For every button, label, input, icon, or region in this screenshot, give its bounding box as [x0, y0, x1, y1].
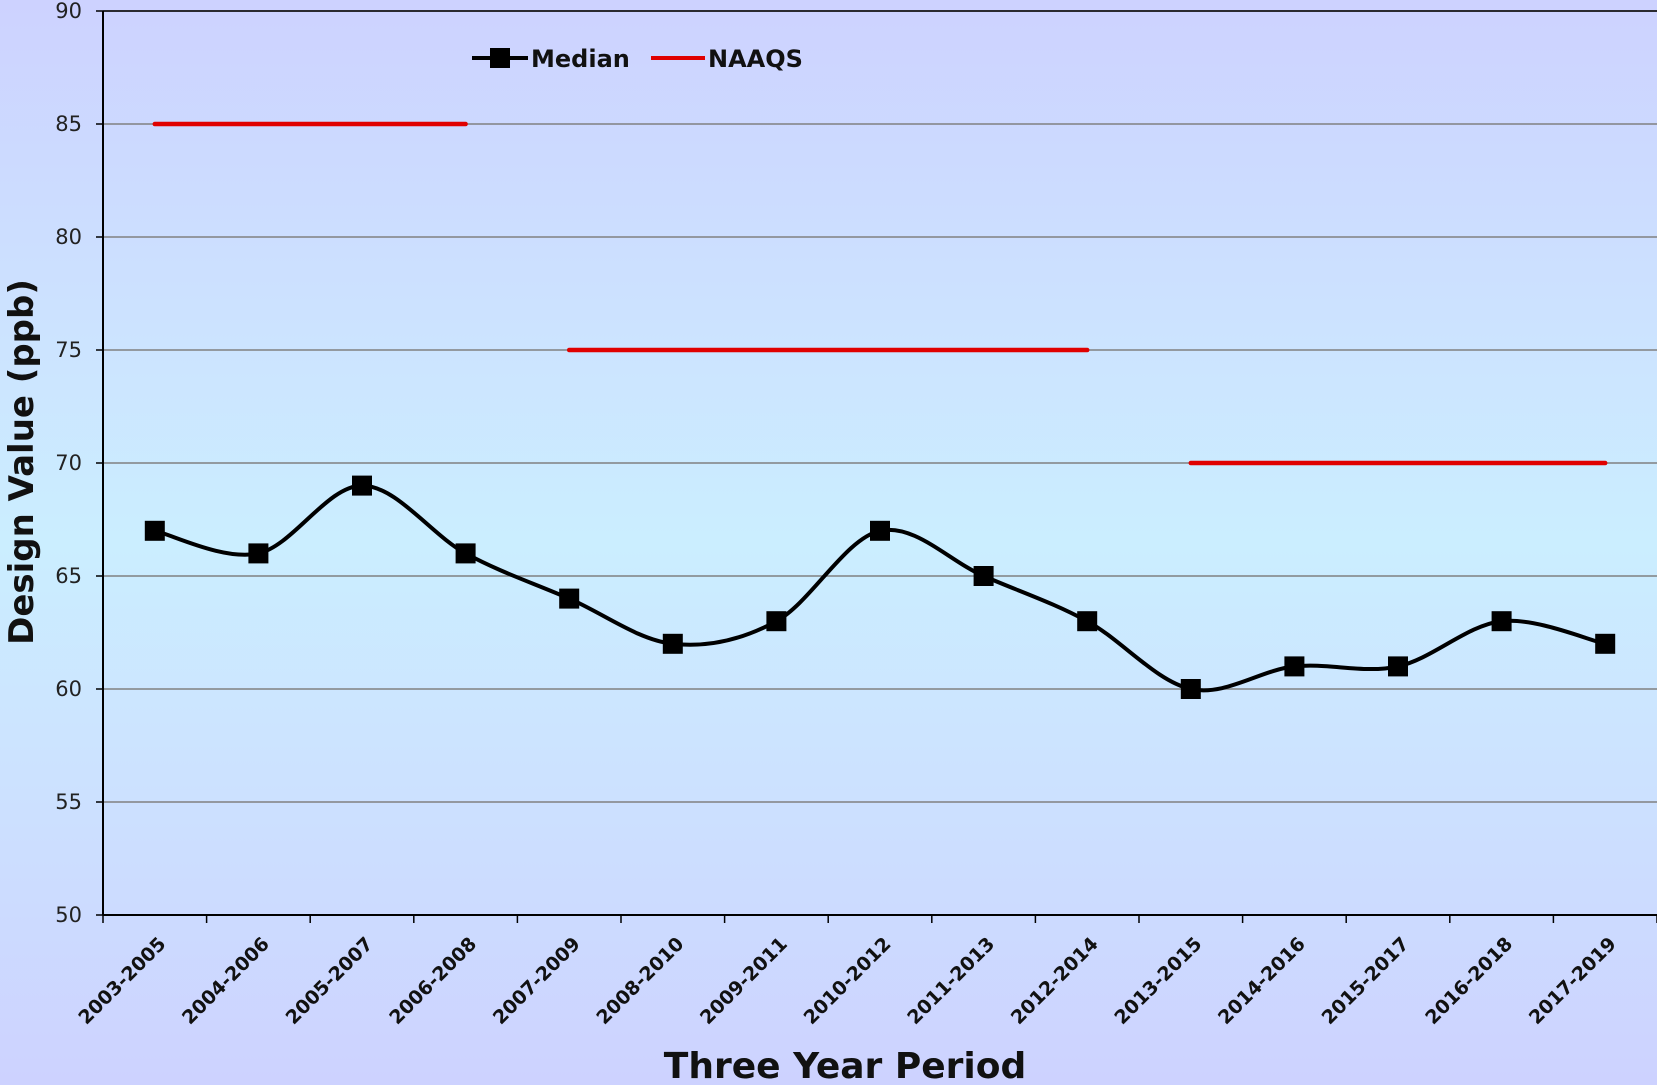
legend: Median NAAQS: [472, 45, 803, 73]
legend-naaqs-label: NAAQS: [708, 45, 803, 73]
median-point: [870, 520, 890, 541]
y-tick-label: 90: [55, 0, 82, 23]
legend-median-marker: [490, 48, 510, 68]
y-tick-label: 50: [55, 903, 82, 927]
y-axis-title: Design Value (ppb): [2, 279, 42, 645]
y-tick-label: 70: [55, 451, 82, 475]
median-point: [1180, 679, 1201, 699]
axes: [96, 10, 1657, 923]
median-point: [973, 566, 994, 586]
median-point: [766, 611, 787, 632]
median-point: [1077, 611, 1098, 632]
median-point: [559, 588, 580, 609]
median-point: [144, 520, 165, 541]
median-point: [662, 633, 683, 654]
y-tick-label: 75: [55, 338, 82, 362]
median-point: [248, 543, 269, 564]
x-axis-title: Three Year Period: [664, 1046, 1026, 1085]
median-point: [1388, 656, 1408, 677]
median-point: [352, 475, 372, 496]
median-point: [1595, 633, 1616, 654]
y-tick-label: 80: [55, 225, 82, 249]
median-point: [1491, 611, 1512, 632]
median-point: [1284, 656, 1305, 677]
legend-median-label: Median: [531, 45, 630, 73]
y-tick-label: 65: [55, 564, 82, 588]
y-tick-label: 85: [55, 112, 82, 136]
median-point: [455, 543, 476, 564]
y-tick-label: 55: [55, 790, 82, 814]
series: [144, 121, 1616, 699]
y-tick-label: 60: [55, 677, 82, 701]
